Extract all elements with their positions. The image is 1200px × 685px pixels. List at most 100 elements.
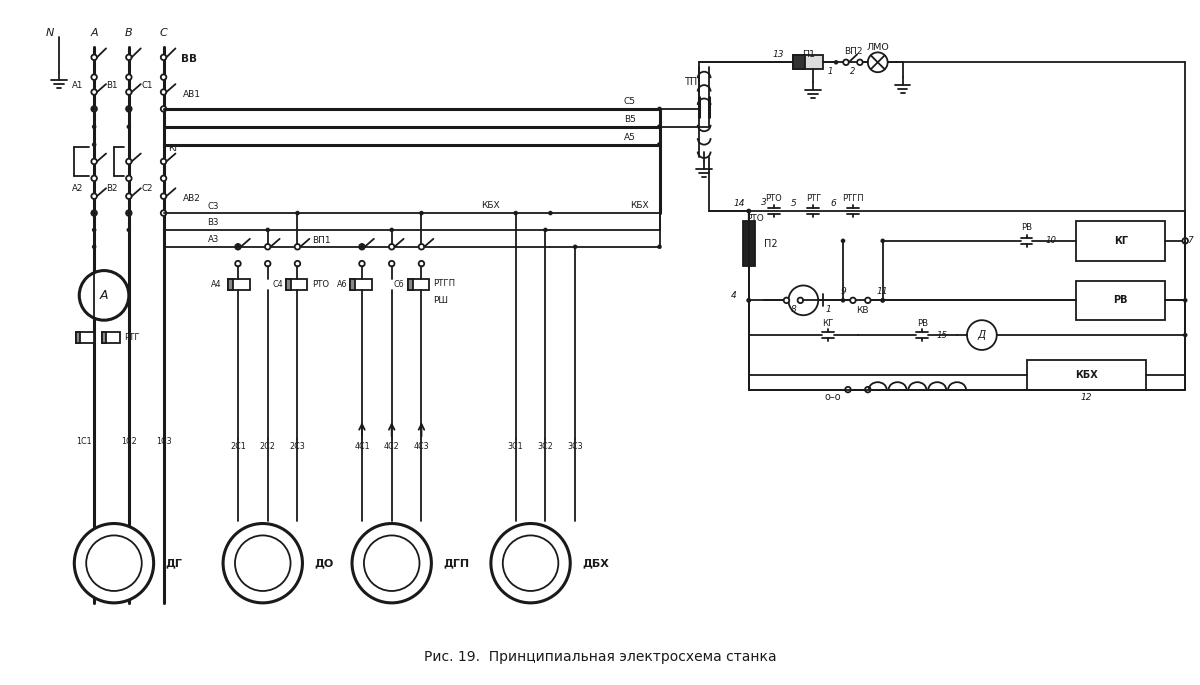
Circle shape — [1183, 333, 1187, 337]
Bar — [350, 279, 372, 290]
Circle shape — [161, 159, 167, 164]
Circle shape — [788, 286, 818, 315]
Text: 4С3: 4С3 — [414, 442, 430, 451]
Circle shape — [127, 227, 131, 232]
Circle shape — [127, 211, 131, 215]
Circle shape — [1182, 238, 1188, 244]
Text: A2: A2 — [72, 184, 83, 192]
Circle shape — [784, 297, 790, 303]
Text: П2: П2 — [763, 239, 778, 249]
Circle shape — [265, 227, 270, 232]
Circle shape — [850, 297, 856, 303]
Text: 10: 10 — [1046, 236, 1057, 245]
Text: AB1: AB1 — [184, 90, 202, 99]
Circle shape — [503, 536, 558, 591]
Text: РТО: РТО — [746, 214, 763, 223]
Bar — [408, 279, 430, 290]
Text: 3С3: 3С3 — [568, 442, 583, 451]
Circle shape — [161, 55, 167, 60]
Circle shape — [92, 211, 96, 215]
Text: РТГП: РТГП — [433, 279, 456, 288]
Bar — [1076, 280, 1165, 320]
Circle shape — [658, 245, 661, 249]
Bar — [286, 279, 290, 290]
Text: 8: 8 — [791, 305, 797, 314]
Bar — [350, 279, 355, 290]
Circle shape — [91, 210, 97, 216]
Circle shape — [92, 125, 96, 129]
Text: 1С3: 1С3 — [156, 437, 172, 446]
Text: 15: 15 — [937, 331, 948, 340]
Text: 13: 13 — [773, 50, 785, 59]
Text: ДГ: ДГ — [166, 558, 182, 568]
Bar — [1076, 221, 1165, 261]
Text: 3С1: 3С1 — [508, 442, 523, 451]
Circle shape — [295, 211, 300, 215]
Circle shape — [92, 227, 96, 232]
Text: 3: 3 — [761, 198, 767, 207]
Text: А4: А4 — [210, 280, 221, 289]
Text: C1: C1 — [142, 81, 152, 90]
Circle shape — [865, 297, 870, 303]
Text: 1С2: 1С2 — [121, 437, 137, 446]
Text: B5: B5 — [624, 115, 636, 124]
Circle shape — [881, 238, 884, 243]
Circle shape — [126, 193, 132, 199]
Text: A3: A3 — [208, 236, 218, 245]
Text: ДО: ДО — [314, 558, 334, 568]
Text: A5: A5 — [624, 133, 636, 142]
Text: 4С1: 4С1 — [354, 442, 370, 451]
Circle shape — [746, 209, 751, 213]
Text: B3: B3 — [208, 219, 218, 227]
Circle shape — [295, 261, 300, 266]
Circle shape — [841, 298, 845, 303]
Text: B: B — [125, 27, 133, 38]
Text: РВ: РВ — [1114, 295, 1128, 306]
Text: 1: 1 — [826, 305, 832, 314]
Circle shape — [92, 245, 96, 249]
Circle shape — [419, 211, 424, 215]
Circle shape — [359, 244, 365, 249]
Text: 3С2: 3С2 — [538, 442, 553, 451]
Circle shape — [389, 261, 395, 266]
Circle shape — [92, 107, 96, 111]
Text: 1С1: 1С1 — [77, 437, 92, 446]
Text: 1: 1 — [828, 66, 833, 76]
Text: А: А — [100, 289, 108, 302]
Circle shape — [746, 209, 751, 213]
Circle shape — [865, 387, 870, 393]
Circle shape — [265, 244, 270, 249]
Text: Рис. 19.  Принципиальная электросхема станка: Рис. 19. Принципиальная электросхема ста… — [424, 651, 776, 664]
Circle shape — [161, 75, 167, 80]
Text: КВ: КВ — [857, 306, 869, 315]
Circle shape — [746, 298, 751, 303]
Circle shape — [857, 60, 863, 65]
Text: А6: А6 — [336, 280, 347, 289]
Text: 7: 7 — [1187, 236, 1193, 245]
Circle shape — [265, 261, 270, 266]
Circle shape — [235, 261, 241, 266]
Text: N: N — [46, 27, 54, 38]
Text: С6: С6 — [394, 280, 404, 289]
Bar — [77, 332, 80, 343]
Circle shape — [798, 297, 803, 303]
Text: 2С2: 2С2 — [259, 442, 276, 451]
Bar — [1026, 360, 1146, 390]
Text: ДГП: ДГП — [443, 558, 469, 568]
Circle shape — [868, 52, 888, 72]
Text: РВ: РВ — [1021, 223, 1032, 232]
Bar — [228, 279, 233, 290]
Circle shape — [161, 175, 167, 181]
Text: C5: C5 — [624, 97, 636, 106]
Circle shape — [352, 523, 431, 603]
Circle shape — [295, 244, 300, 249]
Circle shape — [126, 75, 132, 80]
Text: 2: 2 — [851, 66, 856, 76]
Text: РШ: РШ — [433, 296, 449, 305]
Circle shape — [514, 211, 518, 215]
Circle shape — [419, 244, 425, 249]
Circle shape — [881, 298, 884, 303]
Circle shape — [548, 211, 552, 215]
Circle shape — [389, 244, 395, 249]
Circle shape — [91, 159, 97, 164]
